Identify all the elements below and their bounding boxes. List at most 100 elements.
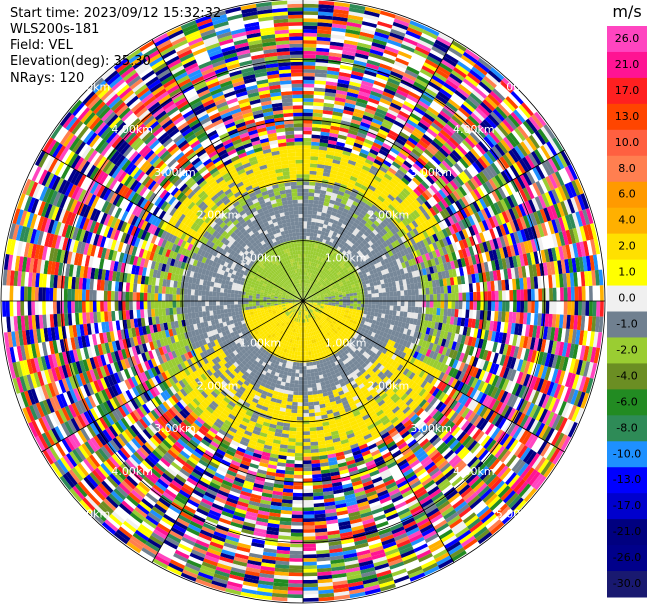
- radar-gate: [324, 165, 332, 170]
- radar-gate: [312, 120, 322, 125]
- radar-gate: [321, 212, 327, 217]
- radar-gate: [415, 142, 427, 152]
- radar-gate: [451, 115, 463, 126]
- radar-gate: [442, 126, 454, 137]
- radar-gate: [319, 193, 326, 199]
- radar-gate: [343, 173, 352, 180]
- radar-gate: [376, 132, 387, 140]
- radar-gate: [310, 262, 314, 266]
- radar-gate: [528, 116, 541, 131]
- radar-gate: [311, 466, 321, 472]
- radar-gate: [352, 230, 358, 237]
- radar-gate: [449, 117, 461, 129]
- radar-gate: [405, 139, 416, 149]
- radar-gate: [330, 250, 335, 256]
- radar-gate: [463, 120, 475, 132]
- radar-gate: [380, 202, 388, 210]
- radar-gate: [324, 264, 329, 269]
- radar-gate: [344, 170, 353, 176]
- radar-gate: [311, 452, 320, 457]
- radar-gate: [356, 291, 361, 296]
- radar-gate: [360, 209, 367, 216]
- radar-gate: [303, 427, 310, 432]
- radar-gate: [332, 257, 338, 262]
- radar-gate: [458, 301, 463, 310]
- radar-gate: [303, 474, 313, 479]
- radar-gate: [380, 212, 388, 219]
- radar-gate: [309, 239, 313, 244]
- radar-gate: [318, 7, 334, 13]
- radar-gate: [370, 238, 377, 244]
- radar-gate: [403, 174, 413, 183]
- radar-gate: [314, 275, 318, 279]
- radar-gate: [401, 218, 409, 227]
- radar-gate: [324, 279, 329, 283]
- radar-gate: [303, 449, 311, 454]
- radar-gate: [363, 231, 370, 237]
- radar-gate: [337, 82, 349, 89]
- radar-gate: [318, 146, 328, 151]
- radar-gate: [385, 287, 390, 293]
- radar-gate: [428, 52, 443, 63]
- radar-gate: [354, 181, 363, 188]
- radar-gate: [303, 7, 319, 12]
- radar-gate: [403, 311, 408, 318]
- radar-gate: [424, 87, 438, 98]
- radar-gate: [348, 257, 354, 263]
- radar-gate: [375, 217, 383, 225]
- radar-gate: [458, 57, 474, 70]
- radar-gate: [366, 155, 376, 163]
- radar-gate: [441, 107, 454, 118]
- radar-gate: [303, 21, 318, 26]
- radar-gate: [405, 195, 414, 204]
- radar-gate: [375, 73, 389, 82]
- radar-gate: [472, 145, 484, 158]
- radar-gate: [416, 196, 425, 206]
- radar-gate: [436, 301, 441, 309]
- radar-gate: [333, 185, 340, 191]
- radar-gate: [325, 84, 337, 90]
- radar-gate: [321, 275, 325, 280]
- radar-gate: [485, 72, 500, 86]
- radar-gate: [303, 65, 316, 70]
- radar-gate: [310, 225, 315, 230]
- radar-gate: [349, 293, 354, 297]
- radar-gate: [334, 228, 340, 234]
- radar-gate: [447, 285, 452, 294]
- radar-gate: [429, 158, 439, 168]
- radar-gate: [343, 106, 355, 112]
- radar-gate: [327, 184, 334, 189]
- radar-gate: [426, 161, 437, 171]
- radar-gate: [464, 98, 478, 110]
- radar-gate: [478, 81, 493, 94]
- radar-gate: [360, 121, 371, 129]
- radar-gate: [317, 260, 321, 265]
- radar-gate: [420, 136, 431, 147]
- radar-gate: [361, 24, 377, 32]
- radar-gate: [362, 142, 373, 149]
- radar-gate: [331, 118, 342, 124]
- radar-gate: [314, 267, 318, 272]
- radar-gate: [452, 177, 462, 189]
- radar-gate: [592, 301, 597, 317]
- radar-gate: [346, 244, 352, 250]
- radar-gate: [462, 292, 467, 301]
- radar-gate: [312, 390, 318, 395]
- radar-gate: [304, 286, 306, 291]
- radar-gate: [349, 233, 356, 239]
- radar-gate: [306, 235, 310, 240]
- radar-gate: [366, 210, 374, 217]
- radar-gate: [351, 249, 357, 255]
- radar-gate: [418, 194, 427, 203]
- radar-gate: [355, 49, 370, 56]
- radar-gate: [402, 187, 411, 196]
- radar-gate: [303, 83, 315, 88]
- radar-gate: [552, 287, 557, 301]
- radar-gate: [339, 123, 350, 130]
- radar-gate: [413, 145, 424, 155]
- radar-gate: [379, 221, 387, 229]
- radar-gate: [308, 196, 314, 201]
- radar-gate: [319, 142, 328, 148]
- radar-gate: [348, 11, 364, 18]
- radar-gate: [435, 68, 450, 80]
